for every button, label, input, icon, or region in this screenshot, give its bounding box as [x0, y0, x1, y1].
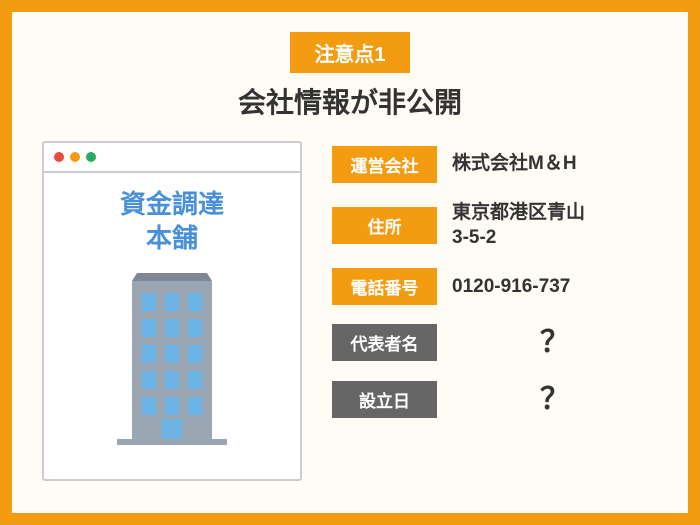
info-value: 0120-916-737 [452, 275, 570, 300]
building-icon [112, 271, 232, 456]
info-list: 運営会社株式会社M＆H 住所東京都港区青山 3-5-2 電話番号 0120-916-7… [332, 141, 658, 493]
info-label: 住所 [332, 207, 437, 244]
info-value: 株式会社M＆H [452, 152, 577, 177]
infographic-frame: 注意点1 会社情報が非公開 資金調達 本舗 [0, 0, 700, 525]
info-label: 運営会社 [332, 146, 437, 183]
info-label: 代表者名 [332, 324, 437, 361]
service-name-line2: 本舗 [146, 223, 198, 253]
browser-window: 資金調達 本舗 [42, 141, 302, 481]
info-row: 運営会社株式会社M＆H [332, 146, 658, 183]
page-title: 会社情報が非公開 [42, 81, 658, 121]
browser-body: 資金調達 本舗 [44, 173, 300, 479]
window-dot-green-icon [86, 152, 96, 162]
content-area: 資金調達 本舗 [42, 141, 658, 493]
info-label: 電話番号 [332, 268, 437, 305]
info-value: 東京都港区青山 3-5-2 [452, 201, 585, 250]
attention-badge: 注意点1 [290, 32, 409, 73]
info-row: 電話番号 0120-916-737 [332, 268, 658, 305]
info-label: 設立日 [332, 381, 437, 418]
window-dot-yellow-icon [70, 152, 80, 162]
info-row: 代表者名 ？ [332, 323, 658, 362]
info-value: ？ [452, 323, 658, 362]
service-name: 資金調達 本舗 [120, 188, 224, 256]
info-value: ？ [452, 380, 658, 419]
info-row: 住所東京都港区青山 3-5-2 [332, 201, 658, 250]
left-panel: 資金調達 本舗 [42, 141, 302, 493]
window-dot-red-icon [54, 152, 64, 162]
browser-title-bar [44, 143, 300, 173]
header: 注意点1 会社情報が非公開 [42, 32, 658, 121]
info-row: 設立日 ？ [332, 380, 658, 419]
service-name-line1: 資金調達 [120, 189, 224, 219]
